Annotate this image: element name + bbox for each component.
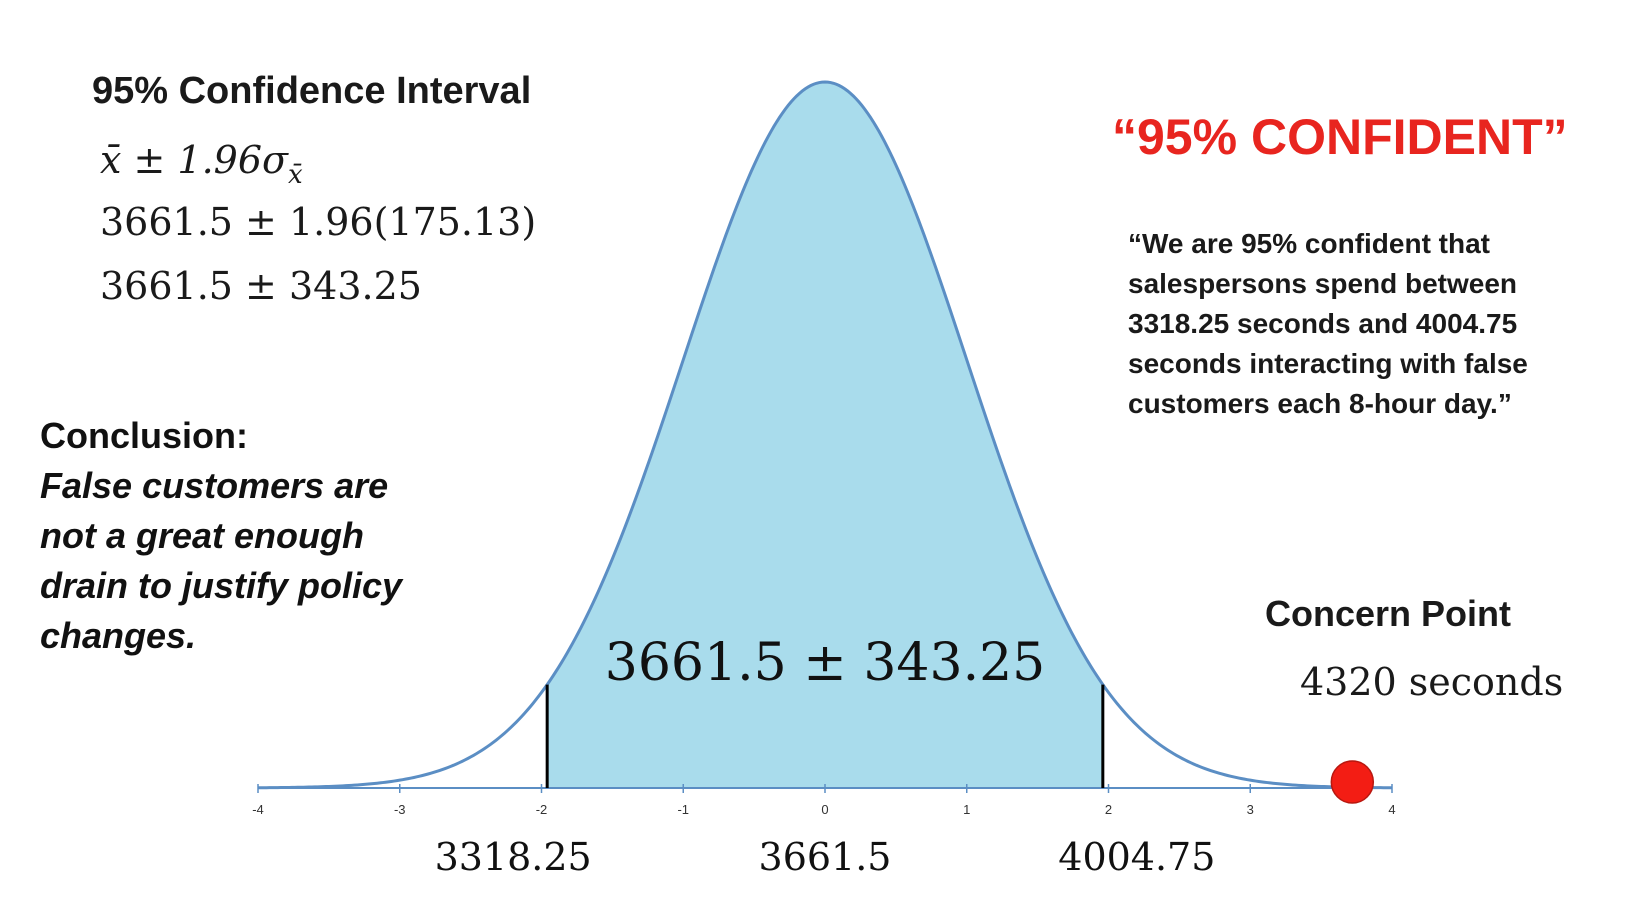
formula-general-subscript: x̄ <box>287 160 303 190</box>
conclusion-line-4: changes. <box>40 615 197 656</box>
concern-point-value: 4320 seconds <box>1300 660 1564 704</box>
quote-line-3: 3318.25 seconds and 4004.75 <box>1128 308 1518 339</box>
x-tick-label: -1 <box>677 802 689 817</box>
value-label: 4004.75 <box>1058 835 1215 879</box>
formula-general: x̄ ± 1.96σx̄ <box>100 138 303 190</box>
value-labels: 3318.25 3661.5 4004.75 <box>435 835 1216 879</box>
conclusion-line-3: drain to justify policy <box>40 565 403 606</box>
conclusion-line-1: False customers are <box>40 465 389 506</box>
x-tick-label: -2 <box>536 802 548 817</box>
conclusion-line-2: not a great enough <box>40 515 364 556</box>
x-tick-label: 1 <box>963 802 970 817</box>
x-axis: -4 -3 -2 -1 0 1 2 3 4 <box>252 784 1396 817</box>
formula-substituted: 3661.5 ± 1.96(175.13) <box>100 200 537 244</box>
x-tick-label: 0 <box>821 802 828 817</box>
conclusion-heading: Conclusion: <box>40 415 248 456</box>
quote-line-5: customers each 8-hour day.” <box>1128 388 1512 419</box>
value-label: 3661.5 <box>759 835 892 879</box>
x-tick-label: 2 <box>1105 802 1112 817</box>
normal-curve-line <box>257 80 1393 790</box>
value-label: 3318.25 <box>435 835 592 879</box>
formula-general-main: x̄ ± 1.96σ <box>100 138 288 182</box>
x-tick-label: -4 <box>252 802 264 817</box>
x-tick-label: 3 <box>1247 802 1254 817</box>
quote-line-4: seconds interacting with false <box>1128 348 1528 379</box>
confidence-interval-title: 95% Confidence Interval <box>92 70 532 112</box>
quote-line-1: “We are 95% confident that <box>1128 228 1491 259</box>
confidence-interval-shaded-area <box>547 82 1103 788</box>
center-annotation: 3661.5 ± 343.25 <box>605 633 1046 693</box>
x-tick-label: -3 <box>394 802 406 817</box>
quote-line-2: salespersons spend between <box>1128 268 1518 299</box>
x-tick-label: 4 <box>1388 802 1395 817</box>
formula-result: 3661.5 ± 343.25 <box>100 264 422 308</box>
interval-boundaries <box>545 684 1105 788</box>
concern-point-marker <box>1330 760 1375 804</box>
concern-point-title: Concern Point <box>1265 593 1512 634</box>
confident-title: “95% CONFIDENT” <box>1112 109 1568 165</box>
